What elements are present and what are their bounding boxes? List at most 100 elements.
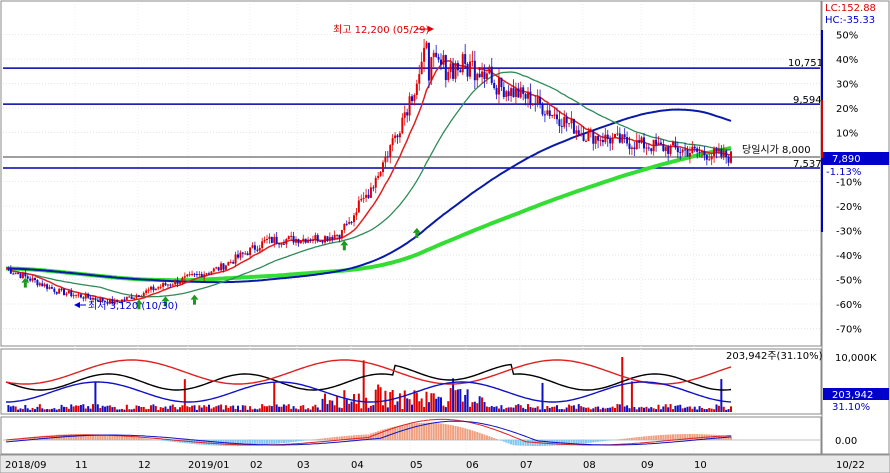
osc-bar [82,434,85,440]
osc-bar [476,432,479,440]
buy-signal-icon [161,296,170,302]
volume-bar [522,407,525,412]
volume-bar [326,404,329,412]
volume-bar [394,404,397,412]
osc-bar [130,436,133,440]
candle-body [343,223,346,231]
candle-body [558,119,561,126]
oscillator-zero-label: 0.00 [835,436,857,447]
osc-bar [551,440,554,446]
osc-bar [592,440,595,443]
volume-bar [616,404,619,412]
volume-bar [572,405,575,412]
osc-bar [123,436,126,440]
candle-body [215,267,218,269]
osc-bar [647,435,650,440]
osc-bar [510,440,513,445]
candle-body [46,284,49,289]
volume-bar [524,409,527,412]
candle-body [191,273,194,275]
volume-bar [638,407,641,412]
osc-bar [597,440,600,442]
osc-bar [488,436,491,440]
volume-bar [212,407,215,412]
candle-body [456,62,459,71]
candle-body [686,149,689,157]
volume-bar [195,409,198,412]
volume-bar [133,408,136,412]
osc-bar [357,434,360,440]
osc-bar [386,428,389,440]
volume-bar [295,408,297,412]
volume-bar [582,407,585,412]
candle-body [53,288,56,292]
candle-body [304,238,307,243]
candle-body [546,110,549,115]
volume-bar [135,405,138,412]
volume-bar [688,406,691,412]
osc-bar [150,439,152,440]
volume-bar [113,406,116,412]
osc-bar [212,440,215,446]
candle-body [282,243,285,245]
candle-body [118,301,121,303]
volume-bar [82,404,85,412]
osc-bar [452,425,455,440]
osc-bar [79,434,82,440]
volume-bar [328,400,331,412]
candle-body [570,119,573,124]
volume-bar [391,389,394,412]
volume-bar [24,404,27,412]
volume-bar [360,408,363,412]
osc-bar [413,423,416,440]
osc-bar [253,440,256,446]
volume-bar [299,405,302,412]
volume-bar [558,409,561,412]
candle-body [43,284,46,287]
volume-bar [647,408,650,412]
osc-bar [408,423,411,440]
candle-body [701,151,703,153]
volume-bar [87,406,90,412]
candle-body [29,278,32,281]
candle-body [510,88,513,97]
osc-bar [290,440,293,443]
candle-body [164,283,167,286]
volume-bar [449,388,452,412]
candle-body [703,151,706,156]
osc-bar [377,431,380,440]
y-tick-label: -70% [836,325,862,336]
candle-body [249,247,252,256]
osc-bar [396,425,399,440]
candle-body [609,138,612,144]
osc-bar [256,440,259,446]
candle-body [621,134,624,143]
candle-body [340,230,343,239]
volume-bar [268,405,271,412]
volume-bar [43,409,46,412]
volume-bar [425,391,428,412]
volume-bar [408,399,411,412]
volume-bar [179,407,181,412]
date-axis-strip [0,454,890,473]
osc-bar [106,434,109,440]
osc-bar [577,440,580,444]
osc-bar [447,424,450,440]
osc-bar [725,435,728,440]
candle-body [82,297,85,299]
volume-bar [529,407,532,412]
x-tick-label: 03 [297,460,310,471]
osc-bar [676,434,679,440]
volume-bar [290,408,293,412]
volume-bar [435,398,438,412]
volume-bar [108,405,111,412]
volume-bar [309,409,312,412]
volume-bar [461,401,464,412]
volume-bar [514,405,517,412]
osc-bar [116,435,119,440]
volume-bar [12,405,15,412]
volume-bar [142,406,145,412]
volume-bars [5,357,732,412]
candle-body [311,240,314,242]
